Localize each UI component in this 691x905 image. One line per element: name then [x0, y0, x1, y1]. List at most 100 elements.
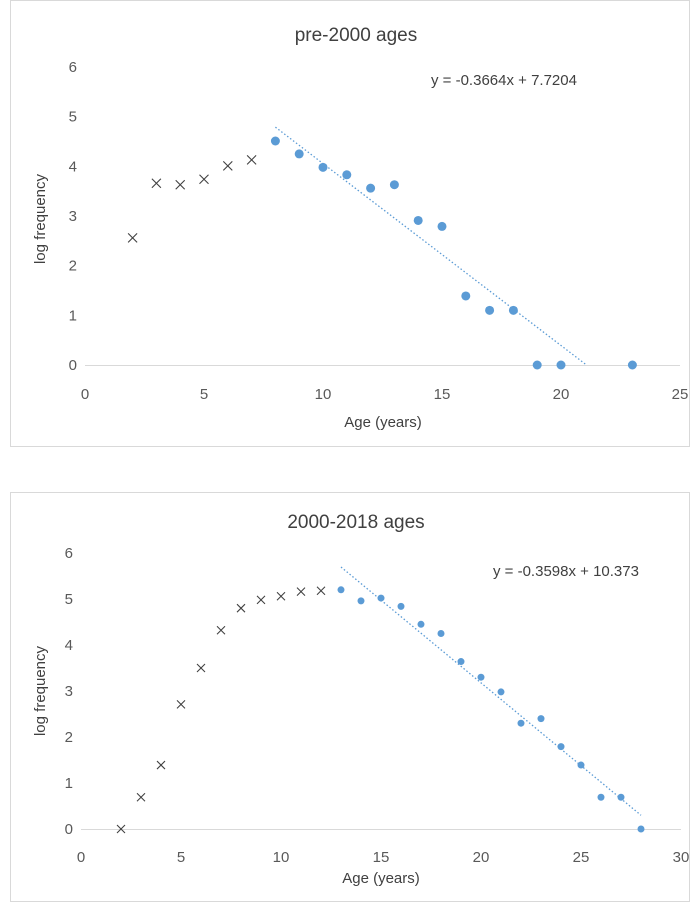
y-axis-label: log frequency: [32, 173, 49, 264]
circle-point: [556, 360, 566, 370]
x-tick-label: 0: [77, 849, 85, 866]
circle-point: [270, 136, 280, 146]
cross-stroke: [136, 792, 146, 802]
x-tick-label: 20: [473, 849, 490, 866]
chart-pre-2000-svg: pre-2000 ages Age (years) log frequency …: [32, 25, 689, 431]
chart-pre-2000: pre-2000 ages Age (years) log frequency …: [10, 0, 690, 447]
circle-point: [357, 597, 365, 605]
circle-point: [437, 630, 445, 637]
cross-stroke: [276, 591, 286, 601]
circle-point: [532, 360, 542, 370]
trendline: [275, 126, 587, 366]
circle-point: [366, 183, 376, 193]
cross-stroke: [222, 160, 233, 171]
circle-point: [318, 162, 328, 172]
cross-point: [116, 824, 126, 834]
cross-stroke: [196, 663, 206, 673]
cross-point: [196, 663, 206, 673]
cross-point: [246, 154, 257, 165]
y-tick-label: 0: [69, 357, 77, 374]
y-tick-label: 2: [65, 729, 73, 746]
cross-point: [156, 760, 166, 770]
chart-title: 2000-2018 ages: [287, 512, 424, 533]
cross-point: [151, 178, 162, 189]
circle-point: [577, 761, 585, 769]
data-marks: [127, 126, 637, 370]
trendline-equation: y = -0.3598x + 10.373: [493, 563, 639, 580]
cross-stroke: [156, 760, 166, 770]
tick-labels: 0 5 10 15 20 25 0 1 2 3 4 5 6: [69, 59, 689, 403]
circle-point: [485, 305, 495, 315]
cross-stroke: [236, 603, 246, 613]
x-axis-label: Age (years): [344, 414, 422, 431]
cross-stroke: [316, 586, 326, 596]
x-axis-label: Age (years): [342, 870, 420, 887]
x-tick-label: 15: [434, 386, 451, 403]
x-tick-label: 20: [553, 386, 570, 403]
cross-point: [236, 603, 246, 613]
x-tick-label: 0: [81, 386, 89, 403]
cross-stroke: [216, 625, 226, 635]
circle-point: [389, 180, 399, 190]
cross-point: [175, 179, 186, 190]
circle-point: [417, 620, 425, 628]
y-tick-label: 1: [65, 775, 73, 792]
y-tick-label: 5: [69, 109, 77, 126]
chart-title: pre-2000 ages: [295, 25, 418, 46]
x-tick-label: 5: [177, 849, 185, 866]
cross-stroke: [116, 824, 126, 834]
x-tick-label: 25: [672, 386, 689, 403]
circle-point: [477, 673, 485, 681]
cross-point: [316, 586, 326, 596]
cross-stroke: [175, 179, 186, 190]
circle-point: [397, 602, 405, 610]
chart-2000-2018-svg: 2000-2018 ages Age (years) log frequency…: [32, 512, 690, 887]
y-tick-label: 4: [69, 158, 77, 175]
circle-point: [461, 291, 471, 301]
trendline: [340, 566, 642, 816]
circle-point: [457, 658, 465, 666]
cross-point: [136, 792, 146, 802]
x-tick-label: 5: [200, 386, 208, 403]
cross-point: [199, 174, 209, 185]
y-tick-label: 3: [69, 208, 77, 225]
circle-point: [508, 305, 518, 315]
circle-point: [617, 793, 625, 801]
circle-point: [294, 149, 304, 159]
x-tick-label: 10: [273, 849, 290, 866]
cross-stroke: [246, 154, 257, 165]
cross-point: [127, 232, 138, 243]
circle-point: [342, 170, 352, 180]
x-tick-label: 30: [673, 849, 690, 866]
cross-point: [256, 595, 266, 605]
cross-point: [176, 699, 186, 709]
cross-point: [296, 587, 306, 597]
circle-point: [437, 221, 447, 231]
trendline-equation: y = -0.3664x + 7.7204: [431, 72, 577, 89]
circle-point: [337, 586, 345, 594]
cross-point: [276, 591, 286, 601]
cross-point: [216, 625, 226, 635]
x-tick-label: 25: [573, 849, 590, 866]
cross-stroke: [176, 699, 186, 709]
y-tick-label: 5: [65, 591, 73, 608]
cross-stroke: [151, 178, 162, 189]
cross-stroke: [127, 232, 138, 243]
circle-point: [597, 793, 605, 801]
tick-labels: 0 5 10 15 20 25 30 0 1 2 3 4 5 6: [65, 545, 690, 866]
cross-stroke: [296, 587, 306, 597]
circle-point: [377, 594, 385, 602]
circle-point: [413, 215, 423, 225]
circle-point: [557, 743, 565, 751]
y-axis-label: log frequency: [32, 645, 49, 736]
cross-stroke: [199, 174, 209, 185]
circle-point: [627, 360, 637, 370]
circle-point: [497, 688, 505, 696]
y-tick-label: 6: [69, 59, 77, 76]
cross-stroke: [256, 595, 266, 605]
circle-point: [537, 715, 545, 723]
x-tick-label: 10: [315, 386, 332, 403]
y-tick-label: 0: [65, 821, 73, 838]
y-tick-label: 4: [65, 637, 73, 654]
y-tick-label: 6: [65, 545, 73, 562]
